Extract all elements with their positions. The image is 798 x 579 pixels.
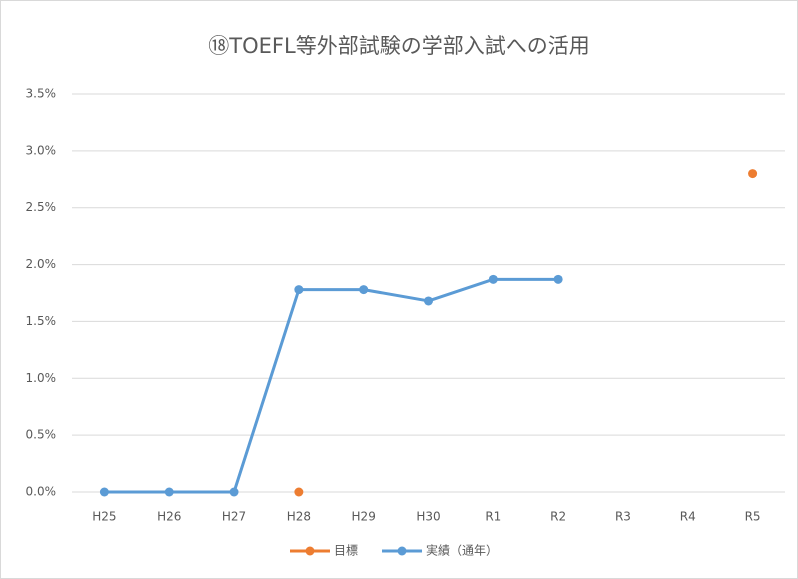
legend-label: 目標 [334,544,358,558]
y-tick-label: 3.5% [26,87,57,101]
y-tick-label: 2.0% [26,257,57,271]
y-tick-label: 1.0% [26,371,57,385]
x-tick-label: R5 [745,510,761,524]
data-point [294,285,304,295]
x-tick-label: H25 [92,510,116,524]
x-tick-label: R3 [615,510,631,524]
legend-marker [305,546,315,556]
x-tick-label: H26 [157,510,181,524]
legend-marker [397,546,407,556]
legend-label: 実績（通年） [426,543,498,558]
chart-title: ⑱TOEFL等外部試験の学部入試への活用 [208,34,589,58]
data-point [164,487,174,497]
x-tick-label: H27 [222,510,246,524]
x-tick-label: R1 [485,510,501,524]
series-line [104,277,559,494]
y-tick-label: 0.5% [26,428,57,442]
data-point [424,296,433,306]
y-tick-label: 0.0% [26,485,57,499]
data-point [748,169,758,179]
data-point [488,274,498,284]
x-tick-label: R4 [680,510,696,524]
data-point [99,487,109,497]
data-point [294,487,304,497]
y-tick-label: 1.5% [26,314,57,328]
y-tick-label: 2.5% [26,200,57,214]
x-tick-label: H29 [352,510,376,524]
x-tick-label: R2 [550,510,566,524]
x-tick-label: H30 [416,510,440,524]
data-point [553,274,563,284]
y-tick-label: 3.0% [26,143,57,157]
data-point [229,487,239,497]
x-tick-label: H28 [287,510,311,524]
data-point [359,285,369,295]
